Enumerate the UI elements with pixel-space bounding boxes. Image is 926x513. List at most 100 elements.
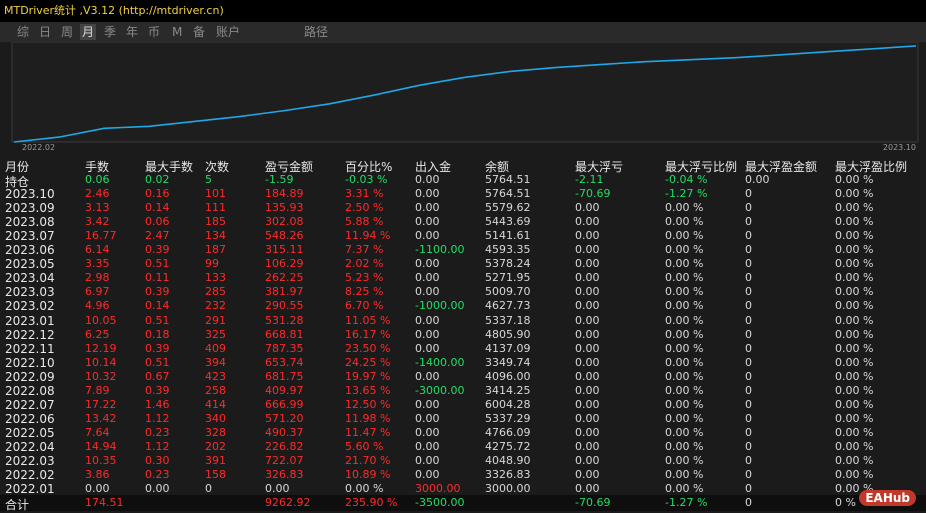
tab[interactable]: 周 bbox=[61, 25, 74, 39]
table-cell: 14.94 bbox=[85, 439, 117, 453]
table-cell: -0.04 % bbox=[665, 173, 708, 186]
tab[interactable]: 路径 bbox=[304, 25, 329, 39]
table-cell: 0.14 bbox=[145, 299, 170, 313]
table-cell: 4593.35 bbox=[485, 243, 531, 257]
column-header: 出入金 bbox=[415, 160, 452, 174]
table-cell: 0.00 % bbox=[665, 201, 704, 215]
column-header: 月份 bbox=[5, 160, 30, 174]
table-cell: 0 bbox=[745, 439, 752, 453]
table-cell: 0.00 bbox=[415, 468, 440, 482]
tab[interactable]: 综 bbox=[17, 25, 30, 39]
table-cell: 0 bbox=[745, 454, 752, 467]
table-cell: 0.00 % bbox=[835, 425, 874, 439]
table-cell: 2023.01 bbox=[5, 313, 55, 328]
table-cell: 合计 bbox=[5, 498, 30, 513]
table-cell: 0 bbox=[745, 341, 752, 355]
table-cell: 722.07 bbox=[265, 454, 304, 467]
table-cell: 4805.90 bbox=[485, 327, 531, 341]
table-cell: 0.00 bbox=[575, 383, 600, 397]
table-cell: -3000.00 bbox=[415, 383, 465, 397]
table-cell: 0.00 % bbox=[835, 397, 874, 411]
table-cell: 0 bbox=[745, 187, 752, 201]
table-cell: 2022.03 bbox=[5, 454, 55, 468]
table-cell: -3500.00 bbox=[415, 496, 465, 510]
table-cell: 0.00 % bbox=[665, 257, 704, 271]
column-header: 余额 bbox=[485, 160, 510, 174]
tab[interactable]: 备 bbox=[193, 25, 206, 39]
table-cell: 262.25 bbox=[265, 271, 304, 285]
table-cell: 0 bbox=[745, 383, 752, 397]
table-cell: 0.00 % bbox=[835, 215, 874, 229]
table-cell: 3000.00 bbox=[415, 482, 461, 496]
table-cell: 0.00 bbox=[415, 411, 440, 425]
table-cell: 0.00 bbox=[575, 454, 600, 467]
table-cell: 2022.07 bbox=[5, 397, 55, 412]
table-cell: 0.51 bbox=[145, 313, 170, 327]
table-cell: 0.00 % bbox=[665, 411, 704, 425]
table-cell: 315.11 bbox=[265, 243, 304, 257]
table-cell: 571.20 bbox=[265, 411, 304, 425]
table-cell: 681.75 bbox=[265, 369, 304, 383]
table-cell: 184.89 bbox=[265, 187, 304, 201]
table-cell: 7.37 % bbox=[345, 243, 384, 257]
tab[interactable]: 日 bbox=[39, 25, 52, 39]
tab[interactable]: 账户 bbox=[216, 25, 241, 39]
table-cell: 6.25 bbox=[85, 327, 110, 341]
tab[interactable]: 币 bbox=[148, 25, 161, 39]
table-cell: 0.00 % bbox=[665, 383, 704, 397]
table-cell: 0.02 bbox=[145, 173, 170, 186]
table-cell: 2022.05 bbox=[5, 425, 55, 440]
table-cell: 0.00 % bbox=[665, 425, 704, 439]
tab[interactable]: 季 bbox=[104, 25, 117, 39]
table-cell: -1.27 % bbox=[665, 496, 708, 510]
table-cell: 0.00 bbox=[415, 187, 440, 201]
column-header: 最大浮亏 bbox=[575, 160, 624, 174]
table-cell: 0.14 bbox=[145, 201, 170, 215]
tab[interactable]: 年 bbox=[126, 25, 139, 39]
table-cell: 0.00 % bbox=[665, 468, 704, 482]
table-cell: 2.98 bbox=[85, 271, 110, 285]
table-cell: 16.77 bbox=[85, 229, 117, 243]
table-cell: 0 bbox=[745, 355, 752, 369]
table-cell: 0.06 bbox=[145, 215, 170, 229]
table-cell: 0 bbox=[745, 313, 752, 327]
table-cell: 0 bbox=[745, 397, 752, 411]
table-cell: 2023.05 bbox=[5, 257, 55, 272]
table-cell: 12.50 % bbox=[345, 397, 391, 411]
table-cell: 0.06 bbox=[85, 173, 110, 186]
table-cell: 0.00 % bbox=[835, 369, 874, 383]
equity-line bbox=[13, 45, 917, 143]
table-cell: 101 bbox=[205, 187, 226, 201]
table-cell: 0.00 % bbox=[665, 439, 704, 453]
table-cell: 668.81 bbox=[265, 327, 304, 341]
tab[interactable]: 月 bbox=[80, 24, 97, 40]
table-cell: 2023.02 bbox=[5, 299, 55, 314]
table-cell: 302.08 bbox=[265, 215, 304, 229]
table-cell: 531.28 bbox=[265, 313, 304, 327]
table-cell: 5764.51 bbox=[485, 173, 531, 186]
table-cell: 0.00 % bbox=[835, 201, 874, 215]
table-cell: 2023.10 bbox=[5, 187, 55, 202]
table-cell: 持仓 bbox=[5, 175, 30, 189]
table-cell: 6.97 bbox=[85, 285, 110, 299]
table-cell: 3.35 bbox=[85, 257, 110, 271]
table-cell: 285 bbox=[205, 285, 226, 299]
table-cell: 0.00 % bbox=[835, 271, 874, 285]
column-header: 最大手数 bbox=[145, 160, 194, 174]
table-cell: 5009.70 bbox=[485, 285, 531, 299]
table-cell: 0 bbox=[745, 229, 752, 243]
table-cell: 0.00 % bbox=[835, 327, 874, 341]
table-cell: 1.12 bbox=[145, 411, 170, 425]
table-cell: 2.46 bbox=[85, 187, 110, 201]
table-cell: 5141.61 bbox=[485, 229, 531, 243]
table-cell: 0.00 bbox=[745, 173, 770, 186]
table-cell: 16.17 % bbox=[345, 327, 391, 341]
tab[interactable]: M bbox=[172, 25, 183, 39]
table-cell: 23.50 % bbox=[345, 341, 391, 355]
table-cell: 0.00 bbox=[265, 482, 290, 496]
table-cell: 0.00 % bbox=[665, 454, 704, 467]
table-cell: 0.00 % bbox=[665, 341, 704, 355]
table-cell: 5337.18 bbox=[485, 313, 531, 327]
table-cell: 4137.09 bbox=[485, 341, 531, 355]
table-cell: 0.00 % bbox=[835, 299, 874, 313]
